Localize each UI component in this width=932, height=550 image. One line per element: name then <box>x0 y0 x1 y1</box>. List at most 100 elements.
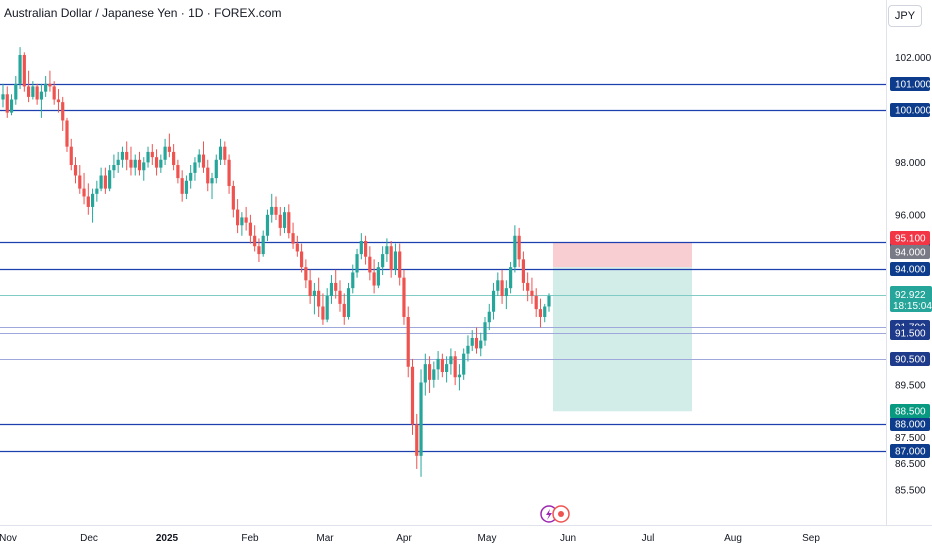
candle <box>479 332 483 357</box>
candle-body <box>351 272 355 289</box>
candle <box>95 180 99 202</box>
level-badge[interactable] <box>890 326 930 340</box>
candle-body <box>22 54 26 87</box>
level-badge[interactable] <box>890 77 930 91</box>
candle-body <box>453 356 457 378</box>
candle-body <box>65 120 69 147</box>
entry-price-badge[interactable] <box>890 245 930 259</box>
current-price-badge[interactable] <box>890 286 932 312</box>
candle <box>61 96 65 131</box>
news-dot-icon <box>558 511 564 517</box>
candle <box>312 282 316 315</box>
candle <box>534 288 538 317</box>
candle-body <box>346 288 351 317</box>
price-tick-label: 96.000 <box>895 210 926 221</box>
candle <box>240 212 244 236</box>
level-badge[interactable] <box>890 103 930 117</box>
candle-body <box>376 267 380 286</box>
stop-price-badge[interactable] <box>890 231 930 245</box>
time-tick-label: Feb <box>241 533 259 544</box>
time-tick-label: Jul <box>642 533 655 544</box>
candle <box>18 47 22 90</box>
candle-body <box>317 290 321 307</box>
candle <box>462 348 466 380</box>
candle-body <box>176 165 180 179</box>
candle <box>351 264 355 294</box>
candle-body <box>112 165 116 171</box>
level-badge[interactable] <box>890 444 930 458</box>
candle <box>236 199 240 234</box>
candle <box>180 170 184 202</box>
candle <box>457 364 462 391</box>
candle-body <box>18 54 22 84</box>
level-badge[interactable] <box>890 417 930 431</box>
candle-body <box>129 159 133 168</box>
candle <box>402 269 406 325</box>
candle <box>342 293 346 325</box>
candle-body <box>223 146 227 160</box>
candle <box>521 251 526 291</box>
candle <box>363 235 368 265</box>
price-tick-label: 86.500 <box>895 459 926 470</box>
candle-body <box>470 337 474 346</box>
take-profit-zone[interactable] <box>553 267 692 412</box>
time-tick-label: Sep <box>802 533 820 544</box>
candle <box>346 282 351 320</box>
candle-body <box>9 99 14 113</box>
candle-body <box>342 303 346 317</box>
candle <box>376 261 380 289</box>
candle <box>103 167 107 194</box>
candle-body <box>291 233 295 244</box>
candle <box>321 293 325 325</box>
level-badge[interactable] <box>890 262 930 276</box>
position-zones <box>553 242 692 412</box>
candle-body <box>432 369 436 380</box>
candle-body <box>56 99 61 103</box>
candle <box>334 269 338 299</box>
candle <box>73 157 78 184</box>
candle-body <box>530 290 534 297</box>
candle <box>65 117 69 152</box>
candle-body <box>69 146 73 166</box>
candle <box>355 248 359 278</box>
candle <box>56 89 61 113</box>
candle-body <box>73 165 78 176</box>
level-badge[interactable] <box>890 352 930 366</box>
time-tick-label: Apr <box>396 533 412 544</box>
candle-body <box>26 86 31 97</box>
candle-body <box>95 188 99 194</box>
candle-body <box>491 290 496 312</box>
candle-body <box>389 246 393 270</box>
candle-body <box>329 282 334 297</box>
candle <box>223 141 227 166</box>
candle <box>44 75 48 97</box>
candle-body <box>61 102 65 121</box>
candle <box>470 330 474 352</box>
stop-loss-zone[interactable] <box>553 242 692 268</box>
candle-body <box>487 311 491 323</box>
candle <box>86 183 90 215</box>
currency-button[interactable]: JPY <box>888 5 922 27</box>
time-tick-label: Nov <box>0 533 17 544</box>
candle <box>150 144 154 166</box>
candle <box>133 154 137 176</box>
price-tick-label: 87.500 <box>895 433 926 444</box>
time-tick-label: Dec <box>80 533 98 544</box>
candle <box>530 277 534 304</box>
level-badge-text: 91.500 <box>895 329 926 340</box>
candle-body <box>462 353 466 375</box>
candle <box>304 259 308 289</box>
candle <box>440 353 444 378</box>
candle <box>398 243 402 286</box>
candle-body <box>82 188 86 197</box>
candle-body <box>423 364 427 383</box>
candle-body <box>206 167 210 184</box>
candles <box>1 47 551 477</box>
target-price-badge[interactable] <box>890 404 930 418</box>
candle-body <box>253 235 257 247</box>
candle <box>274 196 278 221</box>
candle-body <box>1 94 5 100</box>
candle-body <box>304 267 308 281</box>
candle-body <box>137 159 142 171</box>
